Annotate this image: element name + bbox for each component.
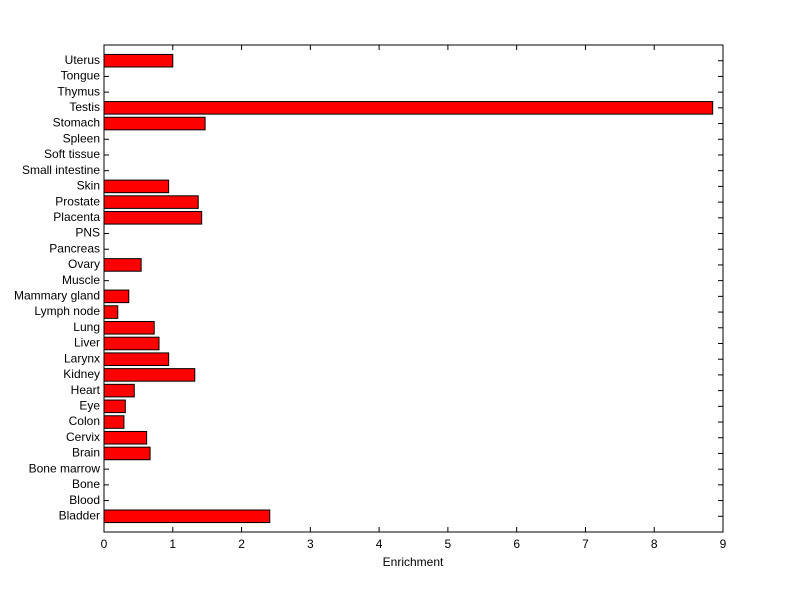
bar <box>103 53 174 68</box>
x-tick-label: 9 <box>720 537 727 551</box>
y-tick-label: Lymph node <box>34 304 100 318</box>
y-tick-label: Prostate <box>55 194 100 208</box>
x-tick-label: 7 <box>582 537 589 551</box>
y-tick-label: Tongue <box>61 69 101 83</box>
x-tick-label: 1 <box>169 537 176 551</box>
y-tick-label: Brain <box>72 446 100 460</box>
y-tick-label: Heart <box>71 383 101 397</box>
y-tick-label: Bone <box>72 477 100 491</box>
y-tick-label: Small intestine <box>22 163 100 177</box>
bar <box>103 415 125 429</box>
bar <box>103 179 170 194</box>
y-tick-label: Bladder <box>59 508 100 522</box>
y-tick-label: Bone marrow <box>29 461 101 475</box>
x-tick-label: 6 <box>513 537 520 551</box>
x-tick-label: 0 <box>101 537 108 551</box>
y-tick-label: Skin <box>77 179 100 193</box>
bar <box>103 368 196 382</box>
bar <box>103 101 714 115</box>
bar <box>103 195 199 209</box>
y-tick-label: Mammary gland <box>14 289 100 303</box>
bar <box>103 399 126 414</box>
bar <box>103 446 151 461</box>
bar <box>103 509 271 524</box>
bar <box>103 211 203 225</box>
y-tick-label: Lung <box>73 320 100 334</box>
x-tick-label: 4 <box>376 537 383 551</box>
y-tick-label: Muscle <box>62 273 100 287</box>
y-tick-label: Soft tissue <box>44 147 100 161</box>
bar <box>103 258 142 272</box>
y-tick-label: Colon <box>69 414 100 428</box>
y-tick-label: Pancreas <box>49 241 100 255</box>
y-tick-label: Larynx <box>64 351 100 365</box>
bar <box>103 383 135 398</box>
x-tick-label: 3 <box>307 537 314 551</box>
x-tick-label: 2 <box>238 537 245 551</box>
bar <box>103 116 206 131</box>
bar <box>103 336 160 351</box>
y-tick-label: PNS <box>75 226 100 240</box>
bar <box>103 320 155 335</box>
y-tick-label: Thymus <box>57 84 100 98</box>
bar <box>103 352 170 366</box>
bar <box>103 289 130 304</box>
y-tick-label: Uterus <box>65 53 100 67</box>
y-tick-label: Cervix <box>66 430 100 444</box>
y-tick-label: Liver <box>74 336 100 350</box>
y-tick-label: Placenta <box>53 210 100 224</box>
x-tick-label: 5 <box>445 537 452 551</box>
y-tick-label: Kidney <box>63 367 100 381</box>
y-tick-label: Stomach <box>53 116 100 130</box>
bar <box>103 430 148 445</box>
plot-area <box>103 44 724 533</box>
bar <box>103 305 119 319</box>
y-tick-label: Testis <box>69 100 100 114</box>
y-tick-label: Ovary <box>68 257 100 271</box>
x-tick-label: 8 <box>651 537 658 551</box>
x-axis-label: Enrichment <box>383 555 444 569</box>
y-tick-label: Blood <box>69 493 100 507</box>
y-tick-label: Eye <box>79 398 100 412</box>
y-tick-label: Spleen <box>63 131 100 145</box>
